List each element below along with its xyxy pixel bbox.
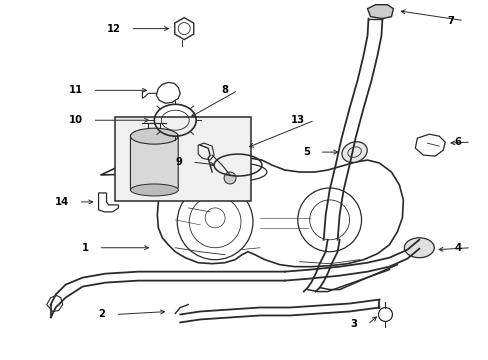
Text: 13: 13 <box>290 115 304 125</box>
Text: 4: 4 <box>453 243 460 253</box>
Polygon shape <box>130 135 178 192</box>
Text: 12: 12 <box>106 24 120 33</box>
Text: 1: 1 <box>81 243 88 253</box>
Ellipse shape <box>341 142 366 162</box>
Ellipse shape <box>130 128 178 144</box>
FancyBboxPatch shape <box>114 117 250 201</box>
Text: 9: 9 <box>175 157 182 167</box>
Text: 3: 3 <box>350 319 357 329</box>
Circle shape <box>224 172 236 184</box>
Ellipse shape <box>404 238 433 258</box>
Ellipse shape <box>130 184 178 196</box>
Text: 10: 10 <box>68 115 82 125</box>
Text: 8: 8 <box>221 85 227 95</box>
Text: 6: 6 <box>453 137 460 147</box>
Text: 7: 7 <box>447 15 453 26</box>
Text: 14: 14 <box>54 197 68 207</box>
Text: 5: 5 <box>302 147 309 157</box>
Polygon shape <box>367 5 393 19</box>
Text: 11: 11 <box>68 85 82 95</box>
Text: 2: 2 <box>99 310 105 319</box>
